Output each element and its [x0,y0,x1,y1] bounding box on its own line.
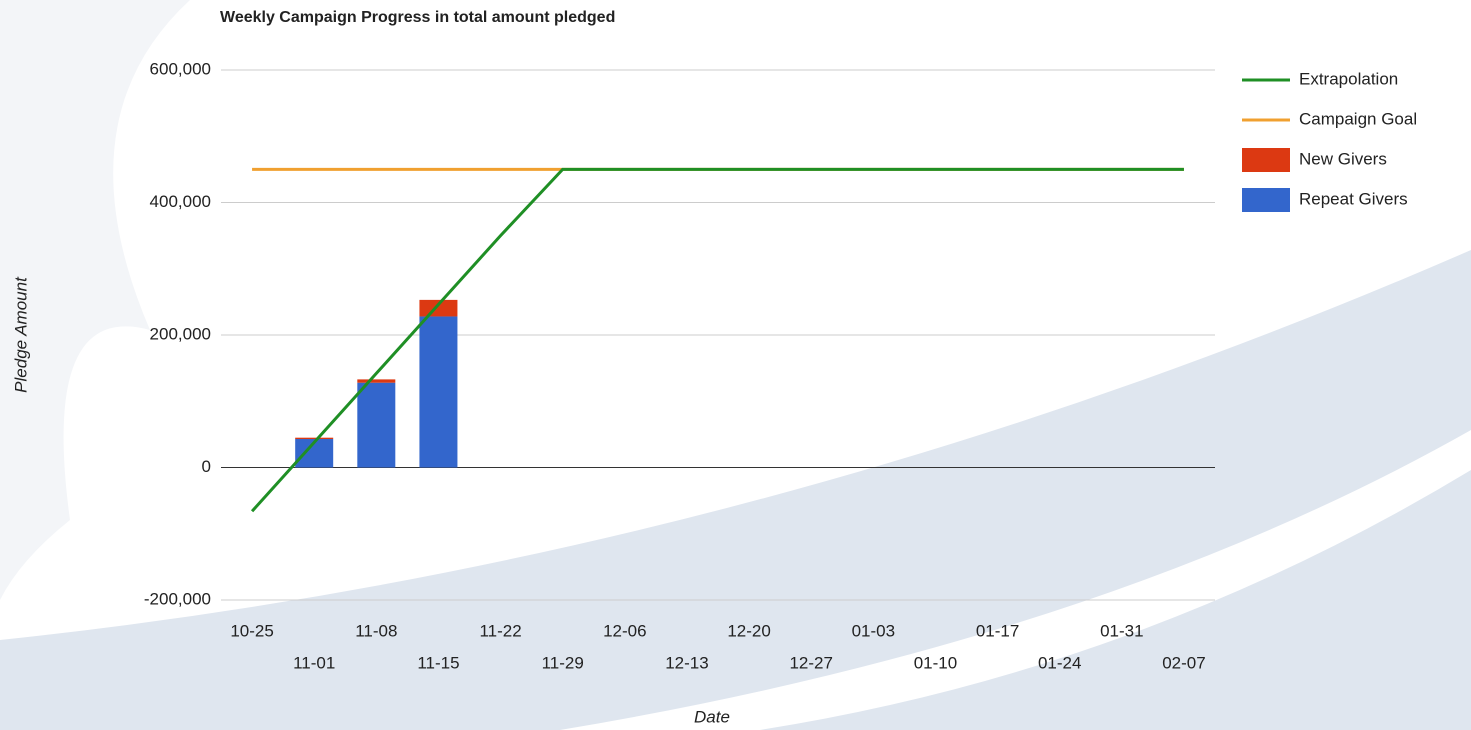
legend-swatch [1242,188,1290,212]
legend-label: Campaign Goal [1299,109,1417,128]
x-tick-label: 11-22 [479,621,521,640]
x-tick-label: 11-29 [542,653,584,672]
bar [295,437,334,440]
x-tick-label: 01-24 [1038,653,1081,672]
legend-label: New Givers [1299,149,1387,168]
x-tick-label: 12-13 [665,653,708,672]
x-axis-label: Date [694,707,730,726]
x-tick-label: 01-31 [1100,621,1143,640]
y-tick-label: 0 [202,457,211,476]
y-tick-label: 400,000 [150,192,211,211]
bar [419,316,458,468]
y-tick-label: 600,000 [150,59,211,78]
x-tick-label: 11-08 [355,621,397,640]
x-tick-label: 01-03 [852,621,895,640]
y-tick-label: 200,000 [150,324,211,343]
x-tick-label: 12-20 [727,621,770,640]
bar [357,379,396,383]
x-tick-label: 01-10 [914,653,957,672]
legend-label: Extrapolation [1299,69,1398,88]
bar [419,299,458,317]
x-tick-label: 12-27 [789,653,832,672]
y-tick-label: -200,000 [144,589,211,608]
legend-swatch [1242,148,1290,172]
legend-label: Repeat Givers [1299,189,1408,208]
x-tick-label: 11-15 [417,653,459,672]
x-tick-label: 01-17 [976,621,1019,640]
x-tick-label: 10-25 [230,621,273,640]
x-tick-label: 12-06 [603,621,646,640]
bar [357,382,396,468]
y-axis-label: Pledge Amount [11,276,30,393]
chart-title: Weekly Campaign Progress in total amount… [220,9,615,26]
x-tick-label: 11-01 [293,653,335,672]
line-series [250,167,1184,513]
x-tick-label: 02-07 [1162,653,1205,672]
